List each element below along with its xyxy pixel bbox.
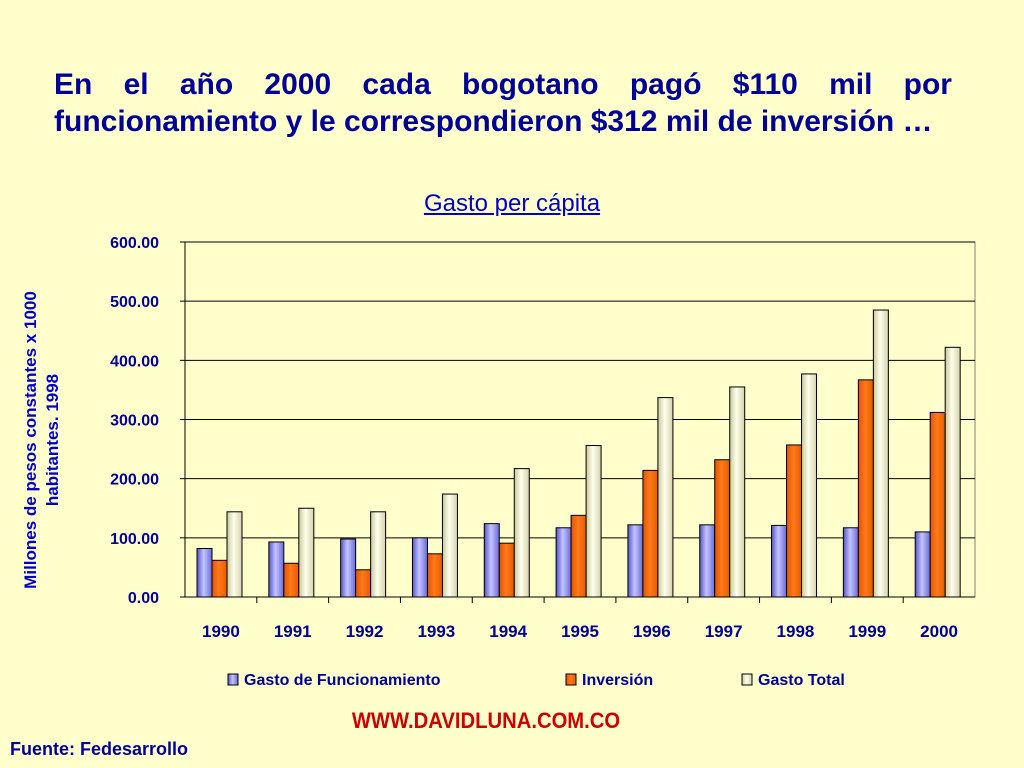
bar-inversi-n-1992 (355, 569, 372, 598)
bar-gasto-total-1991 (298, 507, 315, 598)
bar-inversi-n-1994 (498, 542, 515, 598)
bar-gasto-de-funcionamiento-1994 (483, 523, 500, 598)
x-tick-label: 1991 (274, 622, 312, 641)
x-tick-label: 1993 (417, 622, 455, 641)
bar-gasto-de-funcionamiento-1992 (340, 538, 357, 598)
chart-title: Gasto per cápita (423, 190, 601, 217)
bar-inversi-n-1997 (714, 459, 731, 598)
y-tick-label: 500.00 (110, 294, 159, 311)
bar-inversi-n-1998 (786, 444, 803, 598)
bar-gasto-de-funcionamiento-1996 (627, 524, 644, 598)
bar-gasto-de-funcionamiento-2000 (914, 531, 931, 598)
x-tick-label: 1999 (848, 622, 886, 641)
bar-gasto-de-funcionamiento-1997 (699, 524, 716, 598)
website-url[interactable]: WWW.DAVIDLUNA.COM.CO (351, 708, 621, 733)
bar-gasto-de-funcionamiento-1991 (268, 541, 285, 598)
bar-gasto-de-funcionamiento-1993 (411, 537, 428, 598)
x-tick-label: 1994 (489, 622, 527, 641)
bar-inversi-n-1990 (211, 559, 228, 598)
bar-gasto-de-funcionamiento-1998 (771, 524, 788, 598)
legend-swatch (565, 673, 577, 686)
bar-gasto-de-funcionamiento-1990 (196, 547, 213, 598)
source-note: Fuente: Fedesarrollo (10, 739, 189, 759)
y-tick-label: 0.00 (128, 590, 159, 607)
legend-swatch (741, 673, 753, 686)
bar-gasto-total-1997 (729, 386, 746, 598)
y-tick-label: 600.00 (110, 235, 159, 252)
y-axis-title-line: habitantes. 1998 (43, 374, 62, 506)
legend-label: Gasto de Funcionamiento (244, 672, 441, 689)
y-tick-label: 200.00 (110, 472, 159, 489)
slide-heading: En el año 2000 cada bogotano pagó $110 m… (54, 68, 952, 138)
bar-gasto-de-funcionamiento-1999 (842, 527, 859, 598)
y-tick-label: 300.00 (110, 413, 159, 430)
bar-gasto-total-1990 (226, 511, 243, 598)
x-tick-label: 1995 (561, 622, 599, 641)
x-tick-label: 2000 (920, 622, 958, 641)
bar-inversi-n-1996 (642, 469, 659, 598)
x-tick-label: 1997 (705, 622, 743, 641)
bar-gasto-de-funcionamiento-1995 (555, 527, 572, 598)
bar-gasto-total-1995 (585, 445, 602, 598)
bar-inversi-n-1999 (857, 379, 874, 598)
bar-inversi-n-2000 (929, 411, 946, 598)
bar-gasto-total-1993 (441, 493, 458, 598)
bar-inversi-n-1993 (426, 553, 443, 598)
bar-gasto-total-2000 (944, 346, 961, 598)
bar-gasto-total-1994 (513, 468, 530, 598)
legend-label: Gasto Total (758, 672, 845, 689)
y-tick-label: 100.00 (110, 531, 159, 548)
bar-gasto-total-1999 (872, 309, 889, 598)
x-tick-label: 1990 (202, 622, 240, 641)
bar-gasto-total-1992 (370, 511, 387, 598)
x-tick-label: 1992 (346, 622, 384, 641)
x-tick-label: 1998 (777, 622, 815, 641)
bar-gasto-total-1998 (801, 373, 818, 598)
legend-label: Inversión (582, 672, 653, 689)
x-tick-label: 1996 (633, 622, 671, 641)
legend-swatch (227, 673, 239, 686)
bar-inversi-n-1991 (283, 562, 300, 598)
bar-inversi-n-1995 (570, 514, 587, 598)
y-tick-label: 400.00 (110, 353, 159, 370)
y-axis-title: Millones de pesos constantes x 1000 habit… (21, 291, 62, 589)
bar-gasto-total-1996 (657, 397, 674, 598)
y-axis-title-line: Millones de pesos constantes x 1000 (21, 291, 40, 589)
